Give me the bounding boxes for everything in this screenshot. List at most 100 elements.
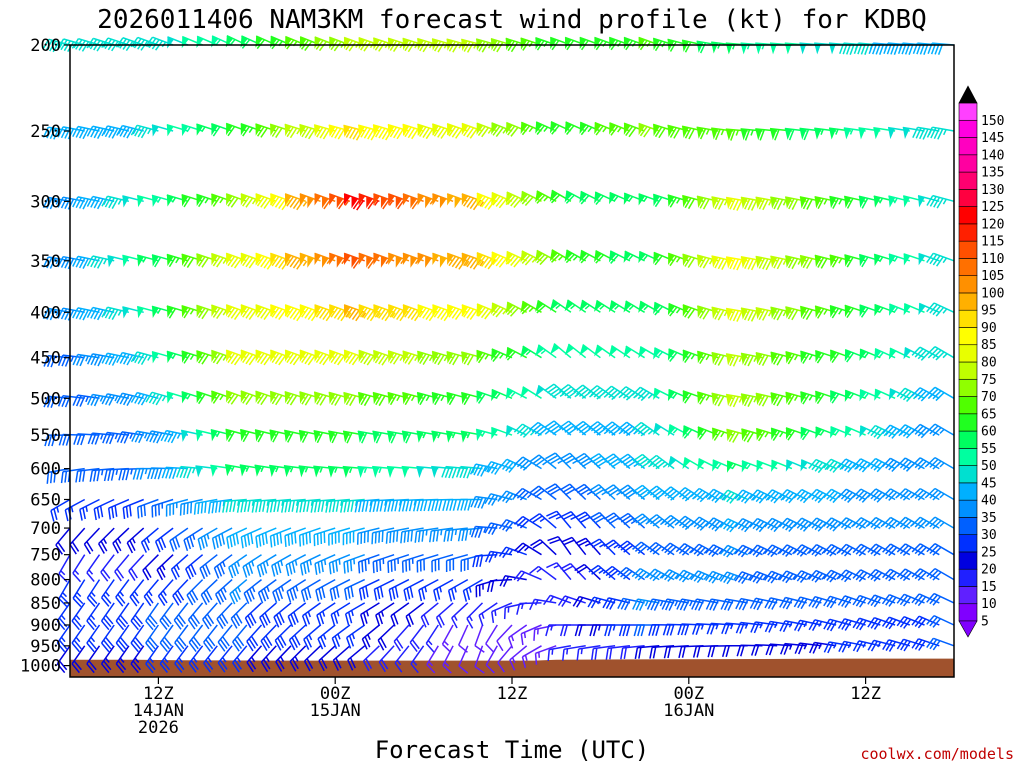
wind-barb-flag	[240, 536, 244, 549]
wind-barb-pennant	[181, 194, 189, 207]
wind-barb-flag	[345, 127, 353, 138]
wind-barb-shaft	[107, 37, 130, 46]
wind-barb-half-flag	[325, 500, 328, 506]
wind-barb-shaft	[505, 546, 527, 556]
wind-barb-flag	[469, 128, 478, 139]
wind-barb-flag	[230, 394, 239, 405]
wind-barb-flag	[230, 308, 239, 319]
wind-barb	[362, 645, 380, 672]
wind-barb-half-flag	[70, 506, 74, 513]
wind-barb-flag	[320, 636, 326, 648]
wind-barb-flag	[452, 42, 460, 53]
wind-barb-flag	[337, 355, 345, 366]
wind-barb-pennant	[225, 464, 233, 477]
wind-barb-half-flag	[428, 355, 434, 362]
wind-barb	[203, 645, 218, 673]
wind-barb	[433, 578, 454, 602]
wind-barb	[316, 602, 336, 627]
wind-barb-flag	[278, 258, 286, 269]
wind-barb-flag	[448, 41, 456, 52]
wind-barb	[232, 645, 248, 673]
wind-barb-half-flag	[222, 258, 228, 264]
wind-barb	[347, 645, 366, 671]
wind-barb-flag	[334, 532, 337, 544]
wind-barb-flag	[498, 519, 507, 530]
wind-barb-half-flag	[440, 395, 445, 402]
wind-barb-flag	[363, 531, 366, 544]
wind-barb-flag	[150, 467, 156, 480]
wind-barb-shaft	[48, 307, 71, 314]
wind-barb-flag	[348, 308, 357, 319]
wind-barb-shaft	[48, 38, 71, 46]
wind-barb-shaft	[357, 527, 380, 535]
wind-barb-flag	[257, 431, 265, 443]
wind-barb	[271, 554, 292, 577]
wind-barb-pennant	[211, 305, 218, 317]
wind-barb-flag	[119, 126, 127, 137]
wind-barb-pennant	[254, 429, 262, 442]
wind-barb-flag	[78, 470, 82, 483]
wind-barb-flag	[404, 40, 412, 52]
wind-barb-flag	[422, 354, 430, 365]
wind-barb-pennant	[417, 304, 425, 317]
wind-barb-pennant	[255, 123, 263, 136]
wind-barb-flag	[454, 309, 463, 320]
wind-barb-flag	[488, 551, 495, 563]
wind-barb-flag	[345, 307, 354, 318]
wind-barb-flag	[49, 257, 56, 269]
wind-barb-shaft	[56, 624, 71, 644]
wind-barb-pennant	[476, 303, 484, 316]
wind-barb-flag	[212, 126, 221, 137]
wind-barb-half-flag	[219, 394, 224, 401]
wind-barb-flag	[410, 530, 414, 542]
wind-barb-shaft	[257, 554, 277, 567]
wind-barb-shaft	[416, 527, 439, 533]
wind-barb-flag	[86, 620, 95, 631]
wind-barb-flag	[346, 532, 348, 545]
wind-barb-flag	[212, 393, 221, 404]
wind-barb	[193, 498, 218, 515]
wind-barb-pennant	[255, 193, 263, 206]
wind-barb	[461, 193, 485, 211]
wind-barb	[181, 350, 203, 364]
wind-barb-pennant	[299, 253, 307, 265]
wind-barb-flag	[476, 465, 484, 477]
wind-barb-flag	[52, 41, 60, 53]
wind-barb-pennant	[461, 253, 469, 265]
wind-barb-flag	[487, 494, 495, 505]
wind-barb-flag	[454, 258, 463, 269]
wind-barb-flag	[378, 531, 381, 543]
wind-barb-flag	[163, 636, 173, 647]
wind-barb-pennant	[410, 196, 418, 209]
wind-barb-half-flag	[294, 656, 299, 662]
wind-barb-pennant	[505, 192, 514, 204]
wind-barb-flag	[90, 196, 97, 208]
wind-barb	[507, 624, 528, 649]
wind-barb-flag	[335, 500, 340, 512]
wind-barb-flag	[308, 128, 316, 140]
wind-barb-pennant	[373, 37, 380, 50]
wind-barb-flag	[193, 503, 197, 515]
wind-barb-flag	[160, 430, 168, 442]
wind-barb-flag	[421, 588, 426, 600]
wind-barb-flag	[396, 309, 404, 320]
wind-barb-flag	[159, 663, 168, 673]
wind-barb-flag	[204, 501, 207, 513]
wind-barb-shaft	[115, 579, 130, 598]
wind-barb	[42, 38, 71, 53]
wind-barb-flag	[255, 500, 259, 513]
wind-barb	[232, 624, 248, 652]
wind-barb-flag	[466, 257, 475, 268]
wind-barb	[72, 307, 100, 321]
wind-barb-flag	[46, 127, 53, 139]
wind-barb-shaft	[387, 527, 410, 534]
wind-barb-flag	[50, 510, 55, 522]
wind-barb-flag	[189, 535, 195, 548]
wind-barb	[285, 554, 307, 577]
wind-barb-flag	[405, 560, 408, 572]
wind-barb-flag	[469, 198, 478, 209]
wind-barb-flag	[57, 541, 66, 553]
wind-barb-flag	[90, 394, 97, 406]
wind-barb-flag	[333, 354, 342, 365]
wind-barb-half-flag	[365, 610, 370, 617]
